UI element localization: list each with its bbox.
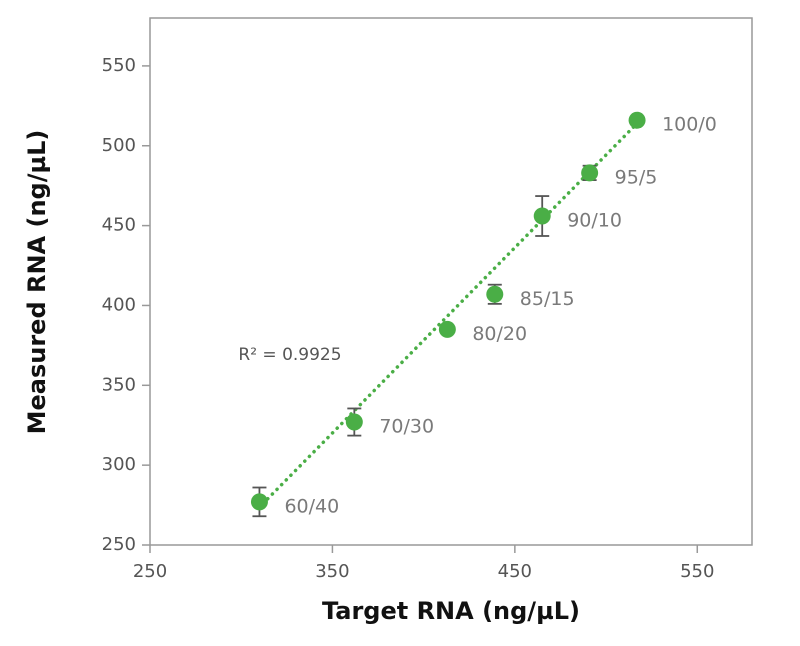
point [438, 320, 456, 338]
y-tick-label: 250 [102, 534, 136, 555]
x-tick-label: 450 [498, 561, 532, 582]
point-label: 60/40 [284, 495, 339, 517]
point [345, 413, 363, 431]
point-label: 70/30 [379, 416, 434, 438]
y-tick-label: 350 [102, 374, 136, 395]
point-label: 95/5 [615, 166, 658, 188]
x-axis-title: Target RNA (ng/µL) [322, 597, 580, 625]
point-label: 80/20 [472, 323, 527, 345]
y-tick-label: 500 [102, 135, 136, 156]
y-tick-label: 450 [102, 215, 136, 236]
y-tick-label: 550 [102, 55, 136, 76]
r-squared: R² = 0.9925 [238, 345, 341, 365]
x-tick-label: 350 [315, 561, 349, 582]
trendline [261, 121, 639, 506]
point-label: 85/15 [520, 288, 575, 310]
plot-frame [149, 17, 753, 546]
x-tick-label: 250 [133, 561, 167, 582]
x-tick-label: 550 [680, 561, 714, 582]
y-tick-label: 400 [102, 294, 136, 315]
point [628, 111, 646, 129]
point [250, 493, 268, 511]
point-label: 100/0 [662, 114, 717, 136]
point [533, 207, 551, 225]
y-axis-title: Measured RNA (ng/µL) [23, 130, 51, 435]
point [486, 285, 504, 303]
point-label: 90/10 [567, 210, 622, 232]
y-tick-label: 300 [102, 454, 136, 475]
point [581, 164, 599, 182]
